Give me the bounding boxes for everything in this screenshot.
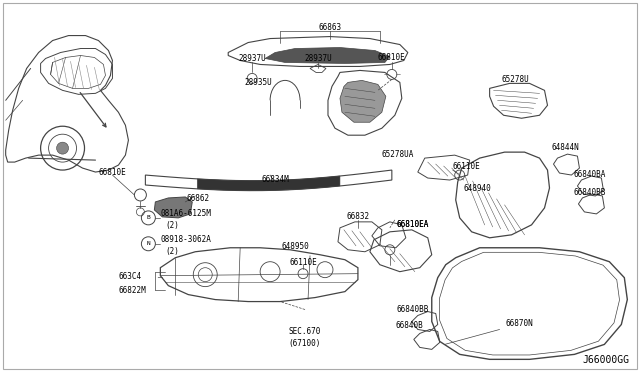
Text: 64844N: 64844N [552, 143, 579, 152]
Text: 663C4: 663C4 [118, 272, 141, 281]
Text: 66840B: 66840B [396, 321, 424, 330]
Text: 66863: 66863 [319, 23, 342, 32]
Text: 081A6-6125M: 081A6-6125M [161, 209, 211, 218]
Polygon shape [265, 48, 390, 64]
Text: 66840BA: 66840BA [573, 170, 605, 179]
Polygon shape [340, 80, 386, 122]
Text: 66810E: 66810E [378, 52, 406, 61]
Text: 65278U: 65278U [502, 76, 529, 84]
Polygon shape [154, 197, 192, 218]
Text: 66870N: 66870N [506, 320, 534, 328]
Text: 66810EA: 66810EA [397, 220, 429, 229]
Text: N: N [147, 241, 150, 246]
Text: B: B [147, 215, 150, 220]
Text: 28937U: 28937U [304, 54, 332, 64]
Text: 66810E: 66810E [99, 168, 126, 177]
Text: 66862: 66862 [187, 194, 210, 203]
Text: 08918-3062A: 08918-3062A [161, 235, 211, 244]
Text: SEC.670: SEC.670 [289, 327, 321, 336]
Text: 66110E: 66110E [453, 162, 481, 171]
Text: (2): (2) [165, 247, 179, 256]
Text: 66822M: 66822M [118, 286, 146, 295]
Text: J66000GG: J66000GG [582, 355, 629, 365]
Text: 66110E: 66110E [289, 258, 317, 267]
Text: 66840BB: 66840BB [573, 188, 605, 197]
Circle shape [56, 142, 68, 154]
Text: (67100): (67100) [289, 339, 321, 349]
Text: 66810EA: 66810EA [397, 220, 429, 229]
Text: 28937U: 28937U [238, 54, 266, 64]
Text: 66834M: 66834M [261, 175, 289, 184]
Text: 66832: 66832 [346, 212, 369, 221]
Text: 65278UA: 65278UA [381, 150, 414, 159]
Polygon shape [197, 176, 340, 190]
Text: 28935U: 28935U [244, 78, 272, 87]
Text: 648950: 648950 [281, 242, 309, 251]
Text: 648940: 648940 [464, 184, 492, 193]
Text: (2): (2) [165, 221, 179, 230]
Text: 66840BB: 66840BB [397, 305, 429, 314]
